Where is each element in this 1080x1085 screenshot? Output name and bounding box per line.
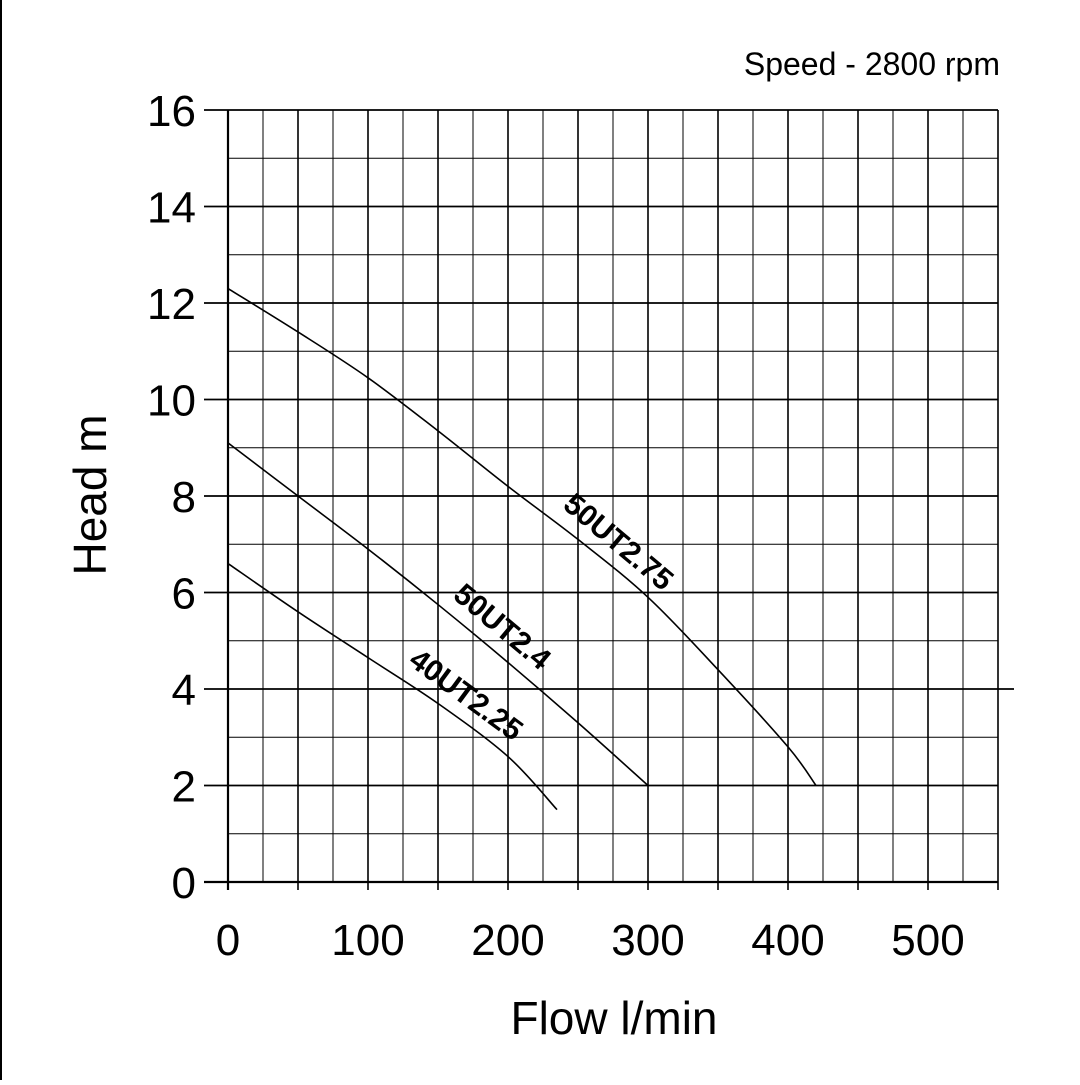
y-tick-label: 0 — [172, 859, 196, 908]
speed-annotation: Speed - 2800 rpm — [744, 46, 1000, 82]
x-tick-label: 500 — [891, 916, 964, 965]
y-tick-label: 16 — [147, 87, 196, 136]
x-axis-title: Flow l/min — [510, 992, 717, 1044]
y-tick-label: 14 — [147, 184, 196, 233]
y-tick-label: 8 — [172, 473, 196, 522]
series-line-50ut2-4 — [227, 442, 649, 787]
y-tick-label: 12 — [147, 280, 196, 329]
series-line-40ut2-25 — [227, 562, 558, 811]
series-line-50ut2-75 — [227, 287, 817, 786]
y-tick-label: 2 — [172, 763, 196, 812]
tick-labels: 0 2 4 6 8 10 12 14 16 0 100 200 300 400 500 — [147, 87, 965, 965]
x-tick-label: 200 — [471, 916, 544, 965]
x-tick-label: 300 — [611, 916, 684, 965]
series-lines — [227, 287, 817, 811]
x-tick-label: 100 — [331, 916, 404, 965]
y-tick-label: 4 — [172, 666, 196, 715]
y-tick-label: 6 — [172, 570, 196, 619]
x-tick-label: 0 — [216, 916, 240, 965]
y-axis-title: Head m — [64, 414, 116, 575]
y-tick-label: 10 — [147, 377, 196, 426]
x-tick-label: 400 — [751, 916, 824, 965]
grid — [204, 109, 1014, 890]
